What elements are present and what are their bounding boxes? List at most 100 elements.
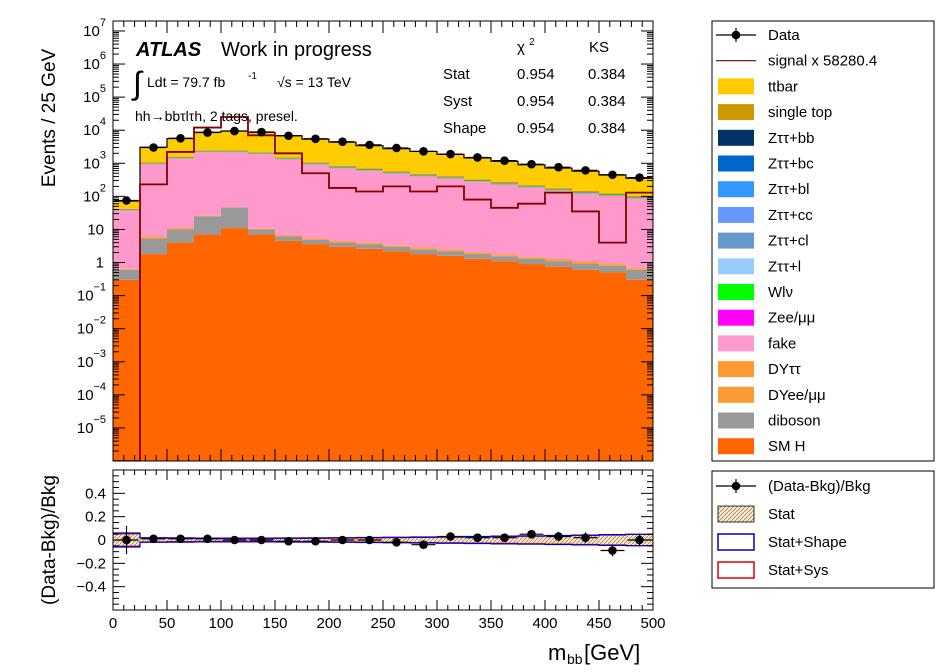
data-point xyxy=(573,166,598,175)
lumi-text: Ldt = 79.7 fb xyxy=(147,74,225,90)
legend-label: ttbar xyxy=(768,78,798,95)
stack-bar-dy- xyxy=(491,254,518,256)
y-tick-label: −510 xyxy=(77,414,106,437)
stack-bar-single-top xyxy=(518,185,545,187)
stack-bar-dy- xyxy=(464,252,491,253)
legend-entry: Zττ+l xyxy=(718,258,801,275)
stack-bar-sm-h xyxy=(545,266,572,461)
x-tick-label: 350 xyxy=(478,615,503,632)
stacked-histogram xyxy=(113,130,653,461)
stack-bar-ttbar xyxy=(356,145,383,169)
svg-text:3: 3 xyxy=(100,149,106,161)
stack-bar-ttbar xyxy=(329,142,356,166)
svg-text:10: 10 xyxy=(77,420,94,437)
data-point xyxy=(492,156,517,165)
stack-bar-ttbar xyxy=(248,132,275,153)
legend-ratio: (Data-Bkg)/Bkg Stat Stat+Shape Stat+Sys xyxy=(711,470,935,589)
stack-bar-dyee- xyxy=(626,268,653,270)
stat-band xyxy=(599,535,626,545)
svg-text:−5: −5 xyxy=(93,414,106,426)
stack-bar-diboson xyxy=(356,244,383,249)
gof-ks-header: KS xyxy=(589,39,609,56)
stack-bar-dyee- xyxy=(464,252,491,255)
svg-text:−2: −2 xyxy=(93,315,106,327)
y-tick-label: −310 xyxy=(77,348,106,371)
stack-bar-sm-h xyxy=(167,242,194,461)
stack-bar-diboson xyxy=(329,242,356,247)
stack-bar-fake xyxy=(302,164,329,239)
stack-bar-fake xyxy=(518,187,545,257)
legend-label: Zττ+l xyxy=(768,258,801,275)
stack-bar-single-top xyxy=(491,181,518,184)
svg-text:4: 4 xyxy=(100,116,106,128)
stack-bar-single-top xyxy=(221,150,248,152)
stack-bar-diboson xyxy=(464,254,491,259)
svg-text:10: 10 xyxy=(87,221,104,238)
svg-text:10: 10 xyxy=(83,188,100,205)
legend-entry: diboson xyxy=(718,412,821,430)
legend-label: Stat+Sys xyxy=(768,562,828,579)
svg-text:10: 10 xyxy=(77,387,94,404)
stack-bar-diboson xyxy=(248,229,275,235)
stack-bar-dyee- xyxy=(572,262,599,265)
signal-histogram xyxy=(113,116,653,461)
y-tick-label: 510 xyxy=(83,83,106,106)
atlas-label: ATLAS xyxy=(135,39,202,61)
legend-label: (Data-Bkg)/Bkg xyxy=(768,478,871,495)
ratio-points xyxy=(114,526,652,557)
legend-entry: DYττ xyxy=(718,361,801,378)
data-point xyxy=(195,128,220,137)
stack-bar-fake xyxy=(194,152,221,216)
y-tick-label: −110 xyxy=(77,282,106,305)
stack-bar-sm-h xyxy=(302,244,329,461)
stack-bar-single-top xyxy=(275,157,302,159)
ratio-point xyxy=(141,534,166,544)
stack-bar-dyee- xyxy=(437,249,464,252)
gof-row-chi2: 0.954 xyxy=(517,120,555,137)
x-axis-label: m bb [GeV] xyxy=(548,640,640,667)
stack-bar-diboson xyxy=(302,239,329,245)
y-tick-label: 310 xyxy=(83,149,106,172)
svg-text:10: 10 xyxy=(83,23,100,40)
legend-entry: Zττ+cl xyxy=(718,232,809,250)
legend-entry: Stat xyxy=(717,505,796,523)
gof-chi2-exponent: 2 xyxy=(529,37,535,48)
svg-text:−4: −4 xyxy=(93,381,106,393)
stack-bar-sm-h xyxy=(464,258,491,461)
stack-bar-ttbar xyxy=(491,161,518,182)
main-x-ticks xyxy=(112,21,654,461)
ratio-point xyxy=(195,534,220,544)
x-tick-label: 0 xyxy=(109,615,117,632)
y-tick-label: 710 xyxy=(83,17,106,40)
stat-band xyxy=(518,536,545,544)
stack-bar-diboson xyxy=(140,238,167,255)
stack-bar-dyee- xyxy=(356,243,383,245)
y-tick-label: −410 xyxy=(77,381,106,404)
stack-bar-single-top xyxy=(545,188,572,190)
legend-main: Data signal x 58280.4 ttbar single top Zττ+b… xyxy=(711,20,935,462)
stack-bar-diboson xyxy=(437,251,464,256)
legend-label: Zττ+cl xyxy=(768,233,809,250)
stack-bar-fake xyxy=(545,190,572,259)
stack-bar-dy- xyxy=(545,258,572,260)
stack-bar-sm-h xyxy=(572,269,599,461)
stack-bar-single-top xyxy=(356,168,383,170)
legend-label: Zττ+cc xyxy=(768,207,813,224)
stack-bar-diboson xyxy=(518,258,545,265)
ratio-point xyxy=(303,536,328,546)
stack-bar-single-top xyxy=(626,196,653,198)
ratio-point xyxy=(546,531,571,542)
stack-bar-sm-h xyxy=(518,264,545,461)
stack-bar-single-top xyxy=(194,150,221,151)
stack-bar-diboson xyxy=(383,246,410,252)
ratio-plot: 0.4 0.2 0 −0.2 −0.4 0 50 100 150 200 250 300 350 400… xyxy=(39,469,666,667)
ratio-y-tick-label: −0.2 xyxy=(76,555,106,572)
stack-bar-dyee- xyxy=(518,257,545,259)
stack-bar-dyee- xyxy=(329,241,356,243)
stack-bar-ttbar xyxy=(464,157,491,180)
stack-bar-fake xyxy=(167,158,194,228)
stack-bar-ttbar xyxy=(545,168,572,189)
stack-bar-ttbar xyxy=(302,139,329,163)
stack-bar-diboson xyxy=(572,264,599,270)
